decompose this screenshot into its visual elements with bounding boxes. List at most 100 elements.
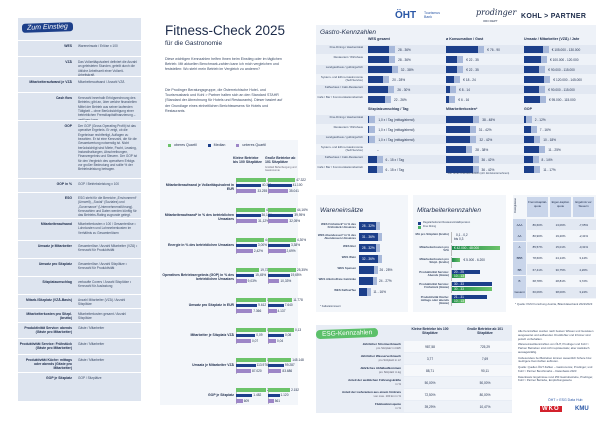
bar-lower-quartile [268,219,289,223]
wes-label: WES Alkoholfreie Getränke [318,277,356,281]
bar-upper-quartile [236,178,266,182]
range-bar [524,46,543,53]
range-bar-bg [368,126,376,133]
bar-median [268,183,292,187]
bar-value: 36,12% [261,213,273,217]
rating-class: B [513,275,526,287]
definition-text: GOP / Betriebsleistung x 100 [78,182,120,186]
kohl-partner-logo: KOHL > PARTNER [521,13,587,20]
bar-median [236,213,261,217]
definition-term: Cash flow [55,96,72,100]
rating-cell: 3,72% [579,279,588,283]
range-value: € 22 - 35 [466,57,479,62]
rating-cell: 86,60% [532,222,543,227]
ma-value-a: 30 - 33 [454,282,464,286]
note-paragraph: Quelle: Quellen ÖHT Zahlen – Gastronomie… [518,365,593,373]
ma-label: Mitarbeiterkosten pro VZÄ [419,244,449,252]
axis-line [451,257,452,268]
legend-swatch [207,143,211,147]
definition-row: Mitarbeiteraufwand je VZÄ Mitarbeiteraufw… [18,76,141,92]
range-bar [524,56,541,63]
bar-value: 87.020 [251,368,262,373]
rating-cell: 3,14% [579,256,588,261]
bar-upper-quartile [236,358,266,362]
definition-term: Mitarbeiteraufwand je VZÄ [29,80,72,84]
rating-cell: 4,26% [579,267,588,272]
legend-label: Fine Dining [423,225,437,228]
range-value: 26 - 30% [397,87,411,92]
esg-table: ESG-Kennzahlen Kleine Betriebe bis 100 Si… [315,325,512,413]
bar-value: 2,69% [286,248,296,253]
esg-sublabel: pro Sitzplatz in kWh [376,346,401,350]
range-value: 6 - 15 x / Tag [385,157,404,162]
esg-label: Jährliches Abfallaufkommen [360,366,401,370]
rating-table: Ratingklasse Fremd-kapital-quote Eigen-kap… [513,195,596,299]
definition-row: GOP je Sitzplatz GOP / Sitzplätze [18,372,141,387]
bar-value: 2.152 [291,387,300,392]
table-row-bg [404,353,512,364]
metric-label: GOP je Sitzplatz [208,393,234,397]
rating-cell: -0,31% [578,245,589,250]
range-value: 11 - 17% [543,167,556,172]
rating-footnote: * Quelle: KMU Forschung Austria, Bilanzd… [515,302,593,306]
bar-median [268,273,290,277]
wes-bar [359,266,374,274]
range-value: 6 - 15 x / Tag [385,167,404,172]
range-bar [368,66,392,73]
range-bar-bg [446,86,457,93]
table-row-bg [527,286,596,298]
definition-row: GOP Der GOP (Gross Operating Profit) ist … [18,120,141,178]
definition-term: Sitzplatzumschlag [42,280,72,284]
definition-row: Mitarb./Sitzplatz (VZÄ-Basis) Anzahl Mita… [18,294,141,308]
ma-label: Produktivität Küche: mittags oder abends… [420,294,449,306]
wes-value: 32 - 36% [362,257,375,261]
wes-label: WES Bier [342,244,356,248]
bar-value: 7.640 [284,303,293,307]
definition-term: Mitarbeiterkosten pro Sitzpl. (brutto) [26,312,72,320]
esg-col-large: Große Betriebe ab 101 Sitzplätze [467,327,503,335]
bar-value: 7.366 [253,308,262,313]
range-value: 38 - 48% [482,117,495,122]
intro-paragraph: Die Prodinger Beratungsgruppe, die Öster… [165,88,283,113]
esg-label: Fluktuationsquote [375,402,401,406]
ma-bar [452,269,480,274]
wes-bar [359,244,376,252]
bar-lower-quartile [236,219,258,223]
metric-group: GOP je Sitzplatz2.7261.4826092.1521.1205… [160,387,300,416]
range-value: 28 - 36% [398,47,411,52]
range-bar [368,136,370,143]
esg-data-hub-link[interactable]: ÖHT > ESG Data Hub [548,398,583,402]
category-label: Kaffeehaus / Café-Restaurant [324,155,363,159]
range-value: 1,0 x / Tag (mittag/abend) [378,137,415,142]
bar-lower-quartile [268,339,276,343]
bar-value: 39,95% [294,213,306,217]
range-value: 28 - 36% [398,57,411,62]
definition-row: GOP in % GOP / Betriebsleistung x 100 [18,178,141,192]
rating-cell: 38,00% [555,290,566,295]
range-bar [446,116,474,123]
oht-logo: ÖHT [395,10,417,21]
definition-term: GOP je Sitzplatz [46,376,72,380]
range-value: – [377,147,379,152]
gastro-kennzahlen-panel: Gastro-Kennzahlen Fine-Dining-/ Haubenlok… [316,25,596,180]
rating-corner: Ratingklasse [514,198,517,213]
range-bar [524,116,526,123]
table-row-bg [527,264,596,276]
range-value: € 8 - 14 [459,87,470,92]
category-label: Café / Bar / Kommunikationsbetrieb [317,95,363,99]
table-row-bg [404,401,512,412]
section-heading: Wareneinsätze [320,207,364,214]
legend-label: unteres Quartil [242,143,266,147]
metric-label: Umsatz pro Sitzplatz in EUR [188,303,234,307]
category-label: Restaurant / Wirtshaus [333,125,363,129]
category-label: Kaffeehaus / Café-Restaurant [324,85,363,89]
bar-value: 15,45% [255,273,267,277]
rating-cell: 13,06% [555,222,566,227]
wes-bar [359,222,376,230]
bar-value: 9.612 [258,303,267,307]
rating-header: Ergebnis vor Steuern [573,197,594,217]
bar-upper-quartile [268,298,293,302]
legend-label: Regelarbeitszeit Restaurant/Halbpension [423,221,471,224]
bar-median [236,183,261,187]
range-bar [524,156,533,163]
